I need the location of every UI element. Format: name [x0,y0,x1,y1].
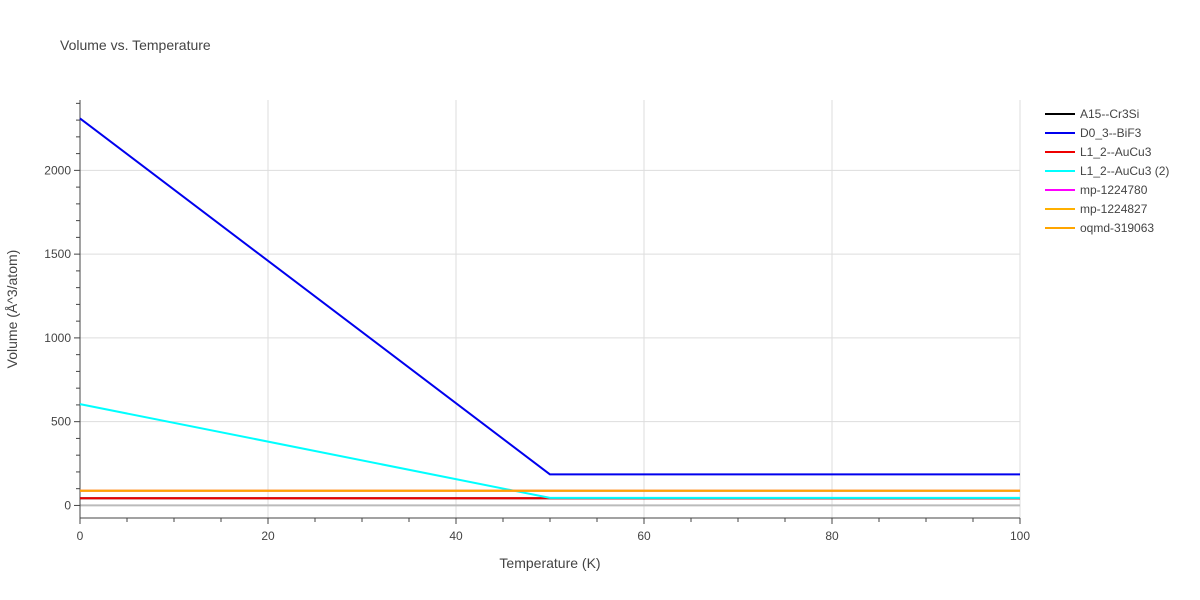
legend-label: L1_2--AuCu3 [1080,145,1152,159]
x-tick-label: 60 [637,529,651,543]
y-axis-title: Volume (Å^3/atom) [4,250,20,369]
legend-item[interactable]: A15--Cr3Si [1045,107,1139,121]
legend-label: mp-1224827 [1080,202,1148,216]
legend-item[interactable]: oqmd-319063 [1045,221,1154,235]
x-tick-label: 100 [1010,529,1030,543]
y-tick-label: 500 [51,415,71,429]
legend-label: oqmd-319063 [1080,221,1154,235]
x-tick-label: 0 [77,529,84,543]
legend-label: L1_2--AuCu3 (2) [1080,164,1169,178]
axes [74,100,1021,524]
x-tick-label: 20 [261,529,275,543]
legend[interactable]: A15--Cr3Si D0_3--BiF3 L1_2--AuCu3 L1_2--AuC… [1045,107,1169,235]
series-lines [79,117,1020,500]
series-line [79,403,1020,499]
legend-item[interactable]: L1_2--AuCu3 (2) [1045,164,1169,178]
y-tick-label: 1500 [44,247,71,261]
legend-item[interactable]: D0_3--BiF3 [1045,126,1142,140]
grid-lines [80,100,1021,518]
legend-item[interactable]: mp-1224827 [1045,202,1148,216]
legend-item[interactable]: mp-1224780 [1045,183,1148,197]
y-tick-label: 0 [64,498,71,512]
x-axis-title: Temperature (K) [499,555,600,571]
series-line [79,117,1020,476]
y-tick-label: 2000 [44,163,71,177]
legend-label: D0_3--BiF3 [1080,126,1142,140]
x-tick-label: 40 [449,529,463,543]
legend-label: A15--Cr3Si [1080,107,1139,121]
y-tick-label: 1000 [44,331,71,345]
chart-title: Volume vs. Temperature [60,37,211,53]
legend-label: mp-1224780 [1080,183,1148,197]
legend-item[interactable]: L1_2--AuCu3 [1045,145,1152,159]
x-tick-label: 80 [825,529,839,543]
